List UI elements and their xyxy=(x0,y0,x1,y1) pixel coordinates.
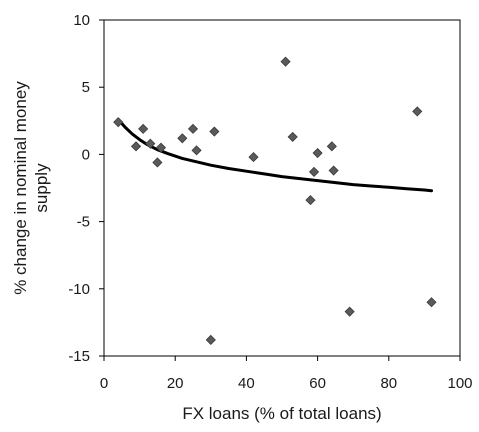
data-point xyxy=(308,166,320,177)
data-point xyxy=(248,152,259,163)
y-tick-label: -15 xyxy=(68,348,90,365)
data-point xyxy=(326,141,337,152)
data-point xyxy=(145,138,156,149)
x-tick-label: 20 xyxy=(167,375,184,392)
x-tick-label: 100 xyxy=(447,375,472,392)
data-point xyxy=(287,131,298,142)
data-point xyxy=(280,56,291,67)
plot-area xyxy=(103,19,461,357)
y-axis-title-line-2: supply xyxy=(32,163,51,213)
x-tick-label: 60 xyxy=(309,375,326,392)
data-point xyxy=(152,157,163,168)
data-point xyxy=(130,141,142,152)
data-point xyxy=(305,195,316,206)
y-tick-label: 5 xyxy=(82,79,90,96)
data-point xyxy=(113,117,124,128)
y-axis-title-line-1: % change in nominal money xyxy=(11,81,30,295)
data-point xyxy=(155,142,167,153)
y-tick-label: -10 xyxy=(68,281,90,298)
y-axis: 10 5 0 -5 -10 -15 xyxy=(68,12,104,365)
data-point xyxy=(187,123,199,134)
data-point xyxy=(426,297,437,308)
data-point xyxy=(191,145,202,156)
data-point xyxy=(205,334,216,345)
x-tick-label: 80 xyxy=(380,375,397,392)
y-tick-label: 0 xyxy=(82,146,90,163)
data-point xyxy=(209,126,220,137)
trend-line-group xyxy=(116,118,433,193)
trend-line xyxy=(116,118,433,193)
data-point xyxy=(138,123,149,134)
data-point xyxy=(328,165,339,176)
plot-frame xyxy=(103,19,461,357)
y-tick-label: 10 xyxy=(73,12,90,29)
x-tick-label: 40 xyxy=(238,375,255,392)
data-point xyxy=(344,306,355,317)
x-tick-label: 0 xyxy=(100,375,108,392)
data-point xyxy=(312,147,323,159)
x-axis-title: FX loans (% of total loans) xyxy=(182,404,381,423)
x-axis: 0 20 40 60 80 100 xyxy=(100,356,473,392)
data-points xyxy=(113,56,437,345)
data-point xyxy=(177,133,188,144)
data-point xyxy=(412,106,423,117)
y-tick-label: -5 xyxy=(77,214,90,231)
